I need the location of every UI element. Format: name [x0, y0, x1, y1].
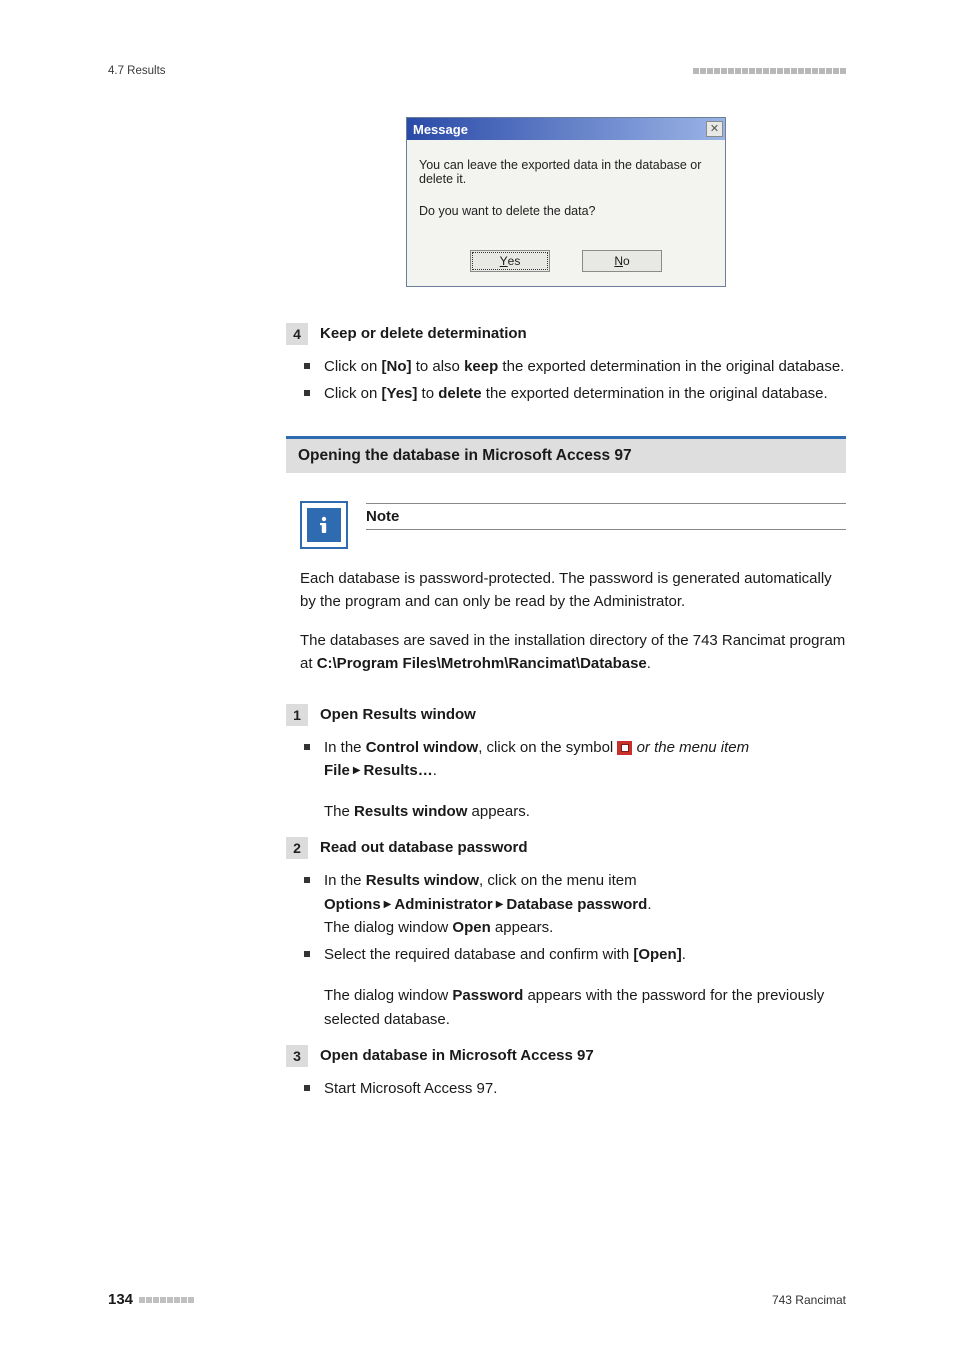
note-paragraph: Each database is password-protected. The… [300, 567, 846, 614]
yes-button[interactable]: Yes [470, 250, 550, 272]
close-icon[interactable]: ✕ [706, 121, 723, 137]
bullet-item: In the Control window, click on the symb… [304, 736, 846, 783]
footer-product: 743 Rancimat [772, 1293, 846, 1307]
bullet-item: In the Results window, click on the menu… [304, 869, 846, 939]
step-title: Read out database password [320, 837, 528, 856]
note-label: Note [366, 503, 846, 530]
step-title: Open database in Microsoft Access 97 [320, 1045, 594, 1064]
page-number: 134 [108, 1291, 133, 1308]
no-button[interactable]: No [582, 250, 662, 272]
note-paragraph: The databases are saved in the installat… [300, 629, 846, 676]
info-icon [300, 501, 348, 549]
bullet-item: Click on [No] to also keep the exported … [304, 355, 846, 378]
step-result-text: The Results window appears. [324, 800, 846, 823]
bullet-item: Start Microsoft Access 97. [304, 1077, 846, 1100]
section-heading: Opening the database in Microsoft Access… [286, 436, 846, 473]
step-result-text: The dialog window Password appears with … [324, 984, 846, 1031]
message-dialog: Message ✕ You can leave the exported dat… [406, 117, 726, 287]
bullet-item: Click on [Yes] to delete the exported de… [304, 382, 846, 405]
footer-decoration [139, 1297, 194, 1303]
step-title: Open Results window [320, 704, 476, 723]
step-number: 4 [286, 323, 308, 345]
header-section-label: 4.7 Results [108, 65, 166, 77]
dialog-text-2: Do you want to delete the data? [419, 204, 713, 218]
step-title: Keep or delete determination [320, 323, 527, 342]
step-number: 3 [286, 1045, 308, 1067]
bullet-item: Select the required database and confirm… [304, 943, 846, 966]
header-decoration [693, 68, 846, 74]
results-toolbar-icon [617, 741, 632, 755]
dialog-title: Message [413, 122, 468, 137]
dialog-text-1: You can leave the exported data in the d… [419, 158, 713, 186]
step-number: 1 [286, 704, 308, 726]
step-number: 2 [286, 837, 308, 859]
